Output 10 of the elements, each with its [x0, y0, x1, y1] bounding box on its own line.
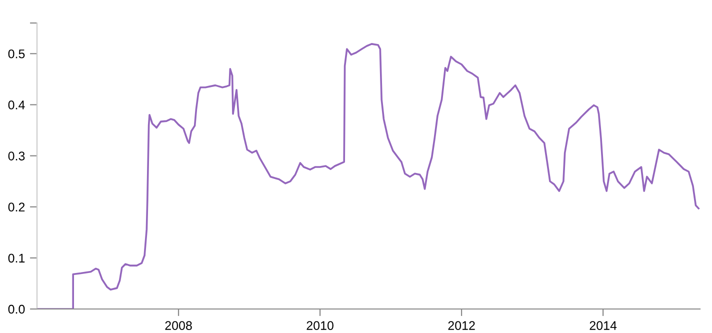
y-tick-label: 0.4 — [8, 100, 25, 110]
y-tick-label: 0.3 — [8, 152, 25, 160]
y-tick-label: 0.1 — [8, 254, 25, 263]
y-tick-label: 0.0 — [8, 304, 25, 314]
y-tick-label: 0.2 — [8, 202, 25, 212]
y-tick-label: 0.5 — [8, 49, 25, 58]
x-tick-label: 2010 — [306, 321, 334, 330]
x-tick-label: 2012 — [448, 321, 475, 330]
x-tick-label: 2008 — [165, 321, 192, 330]
x-tick-label: 2014 — [590, 321, 617, 330]
